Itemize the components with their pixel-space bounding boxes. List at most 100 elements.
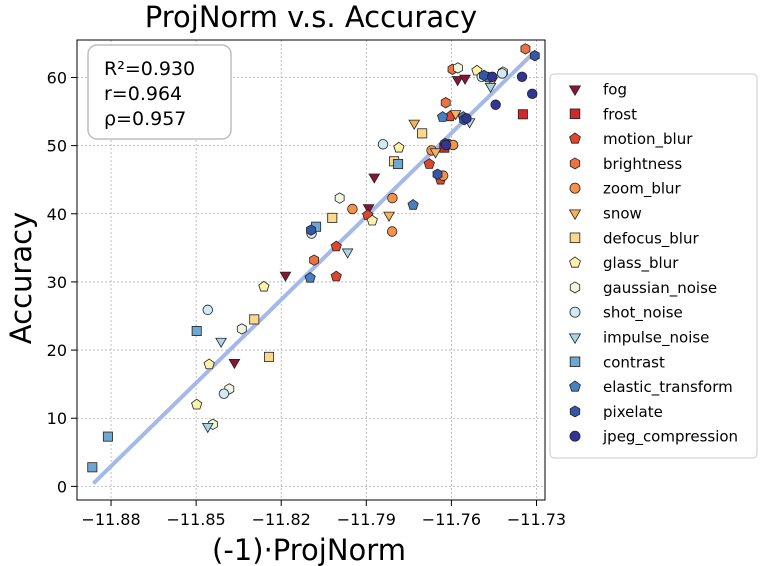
legend-marker-zoom-blur: [569, 182, 581, 194]
legend-marker-impulse-noise: [568, 333, 582, 345]
point-motion-blur: [330, 240, 342, 252]
legend-label-snow: snow: [603, 205, 642, 223]
y-tick-label: 40: [47, 205, 67, 224]
point-elastic-transform: [304, 271, 316, 283]
legend-label-motion-blur: motion_blur: [603, 130, 693, 149]
point-fog: [459, 74, 471, 85]
point-fog: [228, 358, 241, 370]
point-shot-noise: [202, 304, 213, 316]
x-tick-label: −11.73: [507, 510, 566, 529]
point-fog: [368, 173, 381, 184]
legend-marker-gaussian-noise: [569, 281, 581, 294]
point-pixelate: [432, 168, 443, 180]
legend-label-glass-blur: glass_blur: [603, 254, 679, 273]
y-tick-label: 0: [57, 477, 67, 496]
y-tick-label: 20: [47, 341, 67, 360]
point-fog: [279, 271, 292, 282]
point-contrast: [393, 159, 404, 170]
y-tick-label: 50: [47, 137, 67, 156]
legend-label-brightness: brightness: [603, 155, 682, 173]
legend-label-impulse-noise: impulse_noise: [603, 329, 709, 348]
legend-marker-fog: [568, 85, 582, 97]
point-elastic-transform: [436, 111, 449, 122]
point-defocus-blur: [327, 212, 338, 223]
point-impulse-noise: [341, 248, 354, 259]
point-impulse-noise: [201, 422, 214, 434]
legend: fog frost motion_blur brightness zoom_blursn…: [549, 73, 758, 459]
y-tick-label: 30: [47, 273, 67, 292]
x-tick-label: −11.85: [167, 510, 226, 529]
legend-label-jpeg-compression: jpeg_compression: [602, 428, 738, 447]
point-shot-noise: [377, 139, 389, 150]
point-zoom-blur: [386, 226, 398, 237]
point-glass-blur: [258, 280, 270, 292]
x-axis-label: (-1)·ProjNorm: [212, 533, 406, 566]
point-jpeg-compression: [461, 113, 472, 124]
legend-label-fog: fog: [603, 81, 627, 99]
point-impulse-noise: [215, 337, 227, 349]
legend-marker-brightness: [569, 157, 581, 170]
point-frost: [517, 109, 528, 120]
x-tick-label: −11.82: [252, 510, 311, 529]
x-tick-label: −11.88: [81, 510, 140, 529]
legend-label-gaussian-noise: gaussian_noise: [603, 279, 717, 298]
point-snow: [408, 119, 421, 130]
legend-label-defocus-blur: defocus_blur: [603, 229, 699, 248]
stat-r-squared: R²=0.930: [104, 58, 195, 80]
point-snow: [383, 211, 395, 222]
point-defocus-blur: [417, 128, 428, 139]
point-fog: [362, 204, 375, 215]
point-jpeg-compression: [487, 71, 498, 83]
stat-pearson-r: r=0.964: [104, 83, 182, 105]
regression-line: [92, 50, 536, 485]
legend-marker-glass-blur: [569, 256, 581, 268]
point-fog: [451, 76, 464, 87]
legend-marker-pixelate: [569, 405, 581, 418]
legend-label-elastic-transform: elastic_transform: [603, 378, 733, 397]
point-pixelate: [306, 224, 316, 236]
point-shot-noise: [496, 68, 508, 79]
y-tick-label: 10: [47, 409, 67, 428]
legend-marker-frost: [569, 108, 581, 120]
legend-frame: [549, 73, 758, 459]
y-axis-label: Accuracy: [4, 212, 38, 344]
point-gaussian-noise: [334, 192, 345, 204]
point-motion-blur: [423, 158, 435, 169]
legend-label-pixelate: pixelate: [603, 403, 663, 421]
legend-marker-motion-blur: [569, 132, 581, 144]
point-pixelate: [479, 69, 489, 82]
axis-ticks: −11.88 −11.85 −11.82 −11.79 −11.76 −11.73 0 10 2…: [47, 68, 566, 529]
point-shot-noise: [218, 388, 230, 399]
point-pixelate: [529, 50, 540, 62]
legend-marker-elastic-transform: [569, 380, 581, 392]
point-brightness: [520, 43, 531, 55]
legend-marker-snow: [568, 209, 582, 221]
point-snow: [429, 148, 442, 159]
legend-label-contrast: contrast: [603, 353, 665, 371]
point-contrast: [87, 462, 98, 473]
point-gaussian-noise: [236, 323, 247, 335]
y-tick-label: 60: [47, 68, 67, 87]
point-defocus-blur: [249, 314, 260, 325]
point-defocus-blur: [264, 351, 275, 362]
point-glass-blur: [191, 398, 203, 410]
legend-marker-contrast: [569, 356, 581, 368]
point-elastic-transform: [407, 199, 419, 210]
legend-marker-jpeg-compression: [569, 430, 581, 442]
data-points: [87, 43, 540, 473]
legend-label-shot-noise: shot_noise: [603, 304, 683, 323]
point-brightness: [440, 97, 451, 109]
x-tick-label: −11.79: [337, 510, 396, 529]
legend-marker-defocus-blur: [569, 232, 581, 244]
point-glass-blur: [203, 358, 215, 370]
plot-frame: [76, 39, 546, 501]
point-brightness: [309, 254, 320, 266]
chart-title: ProjNorm v.s. Accuracy: [145, 0, 477, 34]
point-contrast: [102, 431, 113, 442]
stat-spearman-rho: ρ=0.957: [104, 108, 186, 130]
point-jpeg-compression: [527, 88, 538, 100]
point-zoom-blur: [347, 203, 358, 215]
x-tick-label: −11.76: [422, 510, 481, 529]
legend-label-frost: frost: [603, 105, 637, 123]
